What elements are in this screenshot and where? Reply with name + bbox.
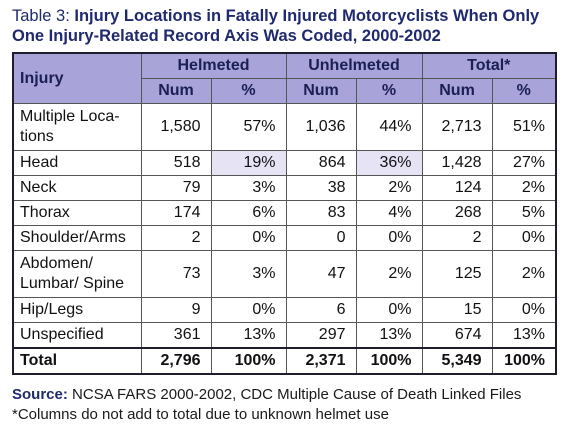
cell: 100% [210,347,287,375]
cell: 73 [140,250,212,298]
cell: 0% [491,297,557,323]
sub-header: % [210,78,287,104]
footnote: *Columns do not add to total due to unkn… [12,406,389,423]
cell: 9 [140,297,212,323]
total-row: Total 2,796 100% 2,371 100% 5,349 100% [12,347,557,375]
group-header: Total* [421,52,557,79]
cell: 2% [491,175,557,201]
cell: 5% [491,200,557,226]
title-text: Injury Locations in Fatally Injured Moto… [12,7,540,45]
row-label: Unspecified [12,322,142,349]
source: Source: NCSA FARS 2000-2002, CDC Multipl… [12,386,521,403]
sub-header: Num [285,78,357,104]
cell: 3% [210,175,287,201]
cell: 125 [421,250,493,298]
cell: 1,580 [140,103,212,151]
cell: 0% [355,225,423,251]
row-label: Total [12,347,142,375]
source-text: NCSA FARS 2000-2002, CDC Multiple Cause … [72,386,522,403]
cell: 51% [491,103,557,151]
row-label: Head [12,150,142,176]
table-row: Multiple Loca-tions 1,580 57% 1,036 44% 2,713… [12,103,557,151]
cell: 0% [210,225,287,251]
cell: 1,036 [285,103,357,151]
table-row: Unspecified 361 13% 297 13% 674 13% [12,322,557,349]
source-label: Source: [12,386,68,403]
cell: 6 [285,297,357,323]
cell: 3% [210,250,287,298]
table-row: Neck 79 3% 38 2% 124 2% [12,175,557,201]
cell: 2% [355,175,423,201]
cell: 361 [140,322,212,349]
cell: 19% [210,150,287,176]
subheader-row: Num% Num% Num% [13,78,557,104]
cell: 5,349 [421,347,493,375]
table-body: Multiple Loca-tions 1,580 57% 1,036 44% 2,713… [12,103,557,375]
cell: 0% [210,297,287,323]
cell: 100% [355,347,423,375]
row-label: Neck [12,175,142,201]
cell: 27% [491,150,557,176]
cell: 47 [285,250,357,298]
row-label: Hip/Legs [12,297,142,323]
cell: 13% [491,322,557,349]
cell: 2% [491,250,557,298]
cell: 79 [140,175,212,201]
cell: 15 [421,297,493,323]
group-header: Helmeted [140,52,287,79]
table-title: Table 3: Injury Locations in Fatally Inj… [12,6,557,46]
cell: 2,371 [285,347,357,375]
cell: 0% [491,225,557,251]
sub-header: % [491,78,557,104]
row-label: Shoulder/Arms [12,225,142,251]
cell: 2 [421,225,493,251]
cell: 674 [421,322,493,349]
table-head: Injury Helmeted Unhelmeted Total* Num% Num% Nu… [12,52,557,104]
cell: 13% [355,322,423,349]
table-row: Thorax 174 6% 83 4% 268 5% [12,200,557,226]
title-prefix: Table 3: [12,7,70,25]
cell: 36% [355,150,423,176]
table-row: Abdomen/ Lumbar/ Spine 73 3% 47 2% 125 2% [12,250,557,298]
table-row: Hip/Legs 9 0% 6 0% 15 0% [12,297,557,323]
group-header: Injury [12,52,142,104]
cell: 4% [355,200,423,226]
sub-header: Num [140,78,212,104]
cell: 38 [285,175,357,201]
row-label: Abdomen/ Lumbar/ Spine [12,250,142,298]
data-table: Injury Helmeted Unhelmeted Total* Num% Num% Nu… [12,52,558,375]
row-label: Thorax [12,200,142,226]
header-row: Injury Helmeted Unhelmeted Total* [12,52,557,104]
cell: 100% [491,347,557,375]
cell: 2,713 [421,103,493,151]
cell: 124 [421,175,493,201]
cell: 268 [421,200,493,226]
cell: 2,796 [140,347,212,375]
table-row: Shoulder/Arms 2 0% 0 0% 2 0% [12,225,557,251]
sub-header: % [355,78,423,104]
cell: 0% [355,297,423,323]
cell: 2% [355,250,423,298]
cell: 2 [140,225,212,251]
cell: 57% [210,103,287,151]
cell: 13% [210,322,287,349]
cell: 297 [285,322,357,349]
group-header: Unhelmeted [285,52,423,79]
cell: 174 [140,200,212,226]
cell: 864 [285,150,357,176]
table-row: Head 518 19% 864 36% 1,428 27% [12,150,557,176]
cell: 83 [285,200,357,226]
cell: 6% [210,200,287,226]
cell: 0 [285,225,357,251]
cell: 518 [140,150,212,176]
cell: 44% [355,103,423,151]
cell: 1,428 [421,150,493,176]
sub-header: Num [421,78,493,104]
row-label: Multiple Loca-tions [12,103,142,151]
